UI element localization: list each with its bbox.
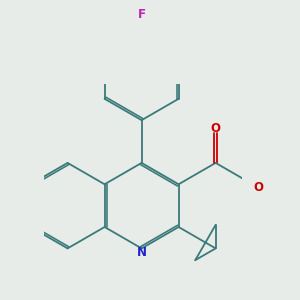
- Text: F: F: [138, 8, 146, 21]
- Text: O: O: [211, 122, 220, 135]
- Text: N: N: [136, 247, 147, 260]
- Text: O: O: [254, 181, 264, 194]
